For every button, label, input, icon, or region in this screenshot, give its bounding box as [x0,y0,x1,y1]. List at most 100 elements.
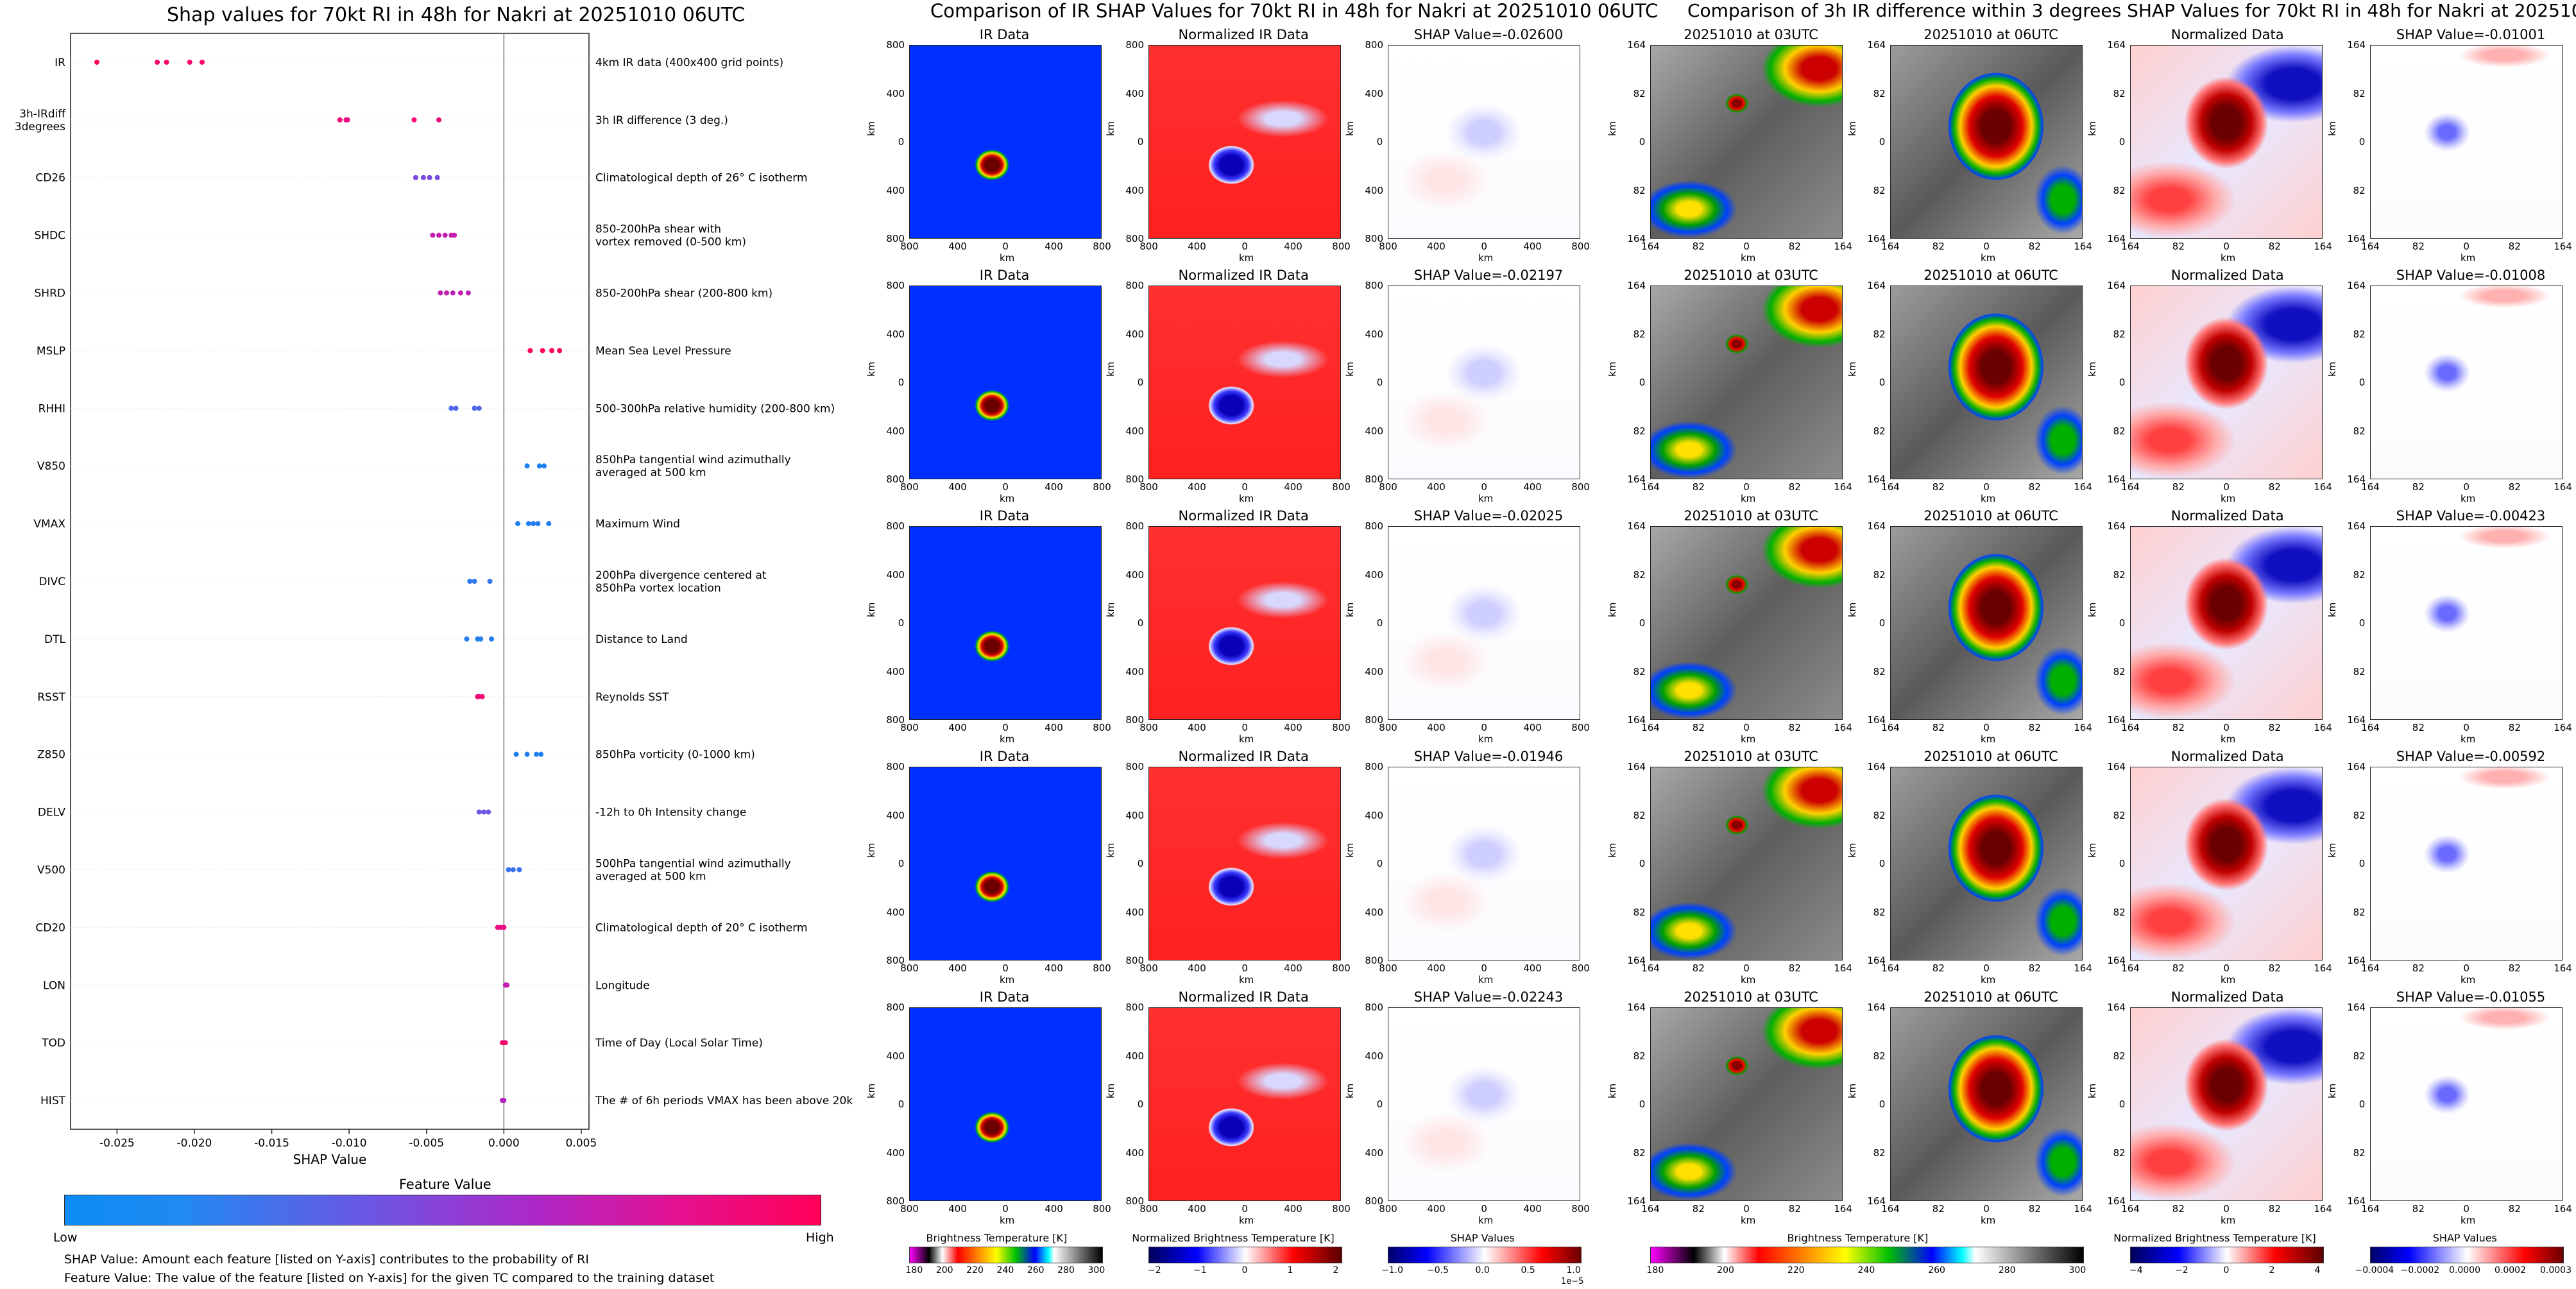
y-tick-label: 800 [1365,761,1384,773]
x-tick-label: 82 [2508,962,2521,974]
y-tick-label: 800 [886,714,905,726]
y-tick-label: 164 [1867,39,1886,51]
x-tick-label: 400 [1427,1203,1446,1215]
y-axis-label: km [2326,842,2338,858]
x-tick-label: 0 [2223,962,2230,974]
y-tick-label: 164 [2107,474,2126,485]
colorbar-gradient [1388,1247,1582,1263]
y-axis-label: km [1105,842,1116,858]
colorbar-tick-label: 0.0003 [2540,1265,2572,1276]
y-tick-label: 800 [886,39,905,51]
x-tick-label: 0 [1983,481,1990,493]
x-tick-label: 82 [1788,962,1801,974]
shap-point [94,59,100,65]
x-axis-label: km [1741,1215,1756,1226]
y-axis-label: km [1344,1083,1356,1098]
y-axis-label: km [2326,121,2338,136]
shap-chart-title: Shap values for 70kt RI in 48h for Nakri… [167,4,746,26]
y-tick-label: 164 [1627,520,1646,532]
feature-name-label: VMAX [33,518,65,531]
y-tick-label: 800 [886,474,905,485]
y-tick-label: 400 [886,665,905,678]
y-tick-label: 82 [1633,328,1646,340]
x-axis-label: km [2221,974,2236,986]
shap-point [467,579,473,584]
y-tick-label: 800 [1125,39,1145,51]
y-tick-label: 400 [1125,1050,1145,1062]
x-tick-label: 800 [1571,1203,1590,1215]
x-tick-label: 800 [1093,1203,1111,1215]
shap-point [472,579,477,584]
feature-name-label: V850 [37,460,65,473]
y-tick-label: 800 [1365,520,1384,532]
x-tick-label: 400 [1045,1203,1063,1215]
feature-name-label: 3h-IRdiff [19,108,66,121]
feature-description-label: Longitude [595,979,650,992]
y-tick-label: 0 [1879,1098,1886,1110]
y-tick-label: 164 [2347,280,2366,291]
x-tick-label: 800 [1379,481,1397,493]
x-tick-label: 164 [1881,481,1900,493]
x-tick-label: 164 [2074,962,2092,974]
shap-point [510,867,516,873]
x-tick-label: 164 [1834,481,1852,493]
x-tick-label: 800 [1139,1203,1158,1215]
x-tick-label: 82 [1692,481,1705,493]
x-tick-label: 82 [2268,722,2281,733]
y-tick-label: 400 [1365,1147,1384,1159]
shap-point [536,463,542,469]
shap-point [436,232,442,238]
x-tick-label: 164 [2361,241,2380,252]
x-tick-label: 82 [2412,241,2425,252]
y-tick-label: 164 [1627,474,1646,485]
y-axis-label: km [1105,1083,1116,1098]
y-tick-label: 400 [886,809,905,821]
colorbar-tick-label: 0 [1241,1265,1248,1276]
feature-description-label: 850-200hPa shear (200-800 km) [595,287,772,300]
image-panel-dshap [2370,286,2563,479]
x-tick-label: 400 [1284,481,1302,493]
y-tick-label: 82 [1873,568,1886,581]
x-tick-label: 82 [2508,1203,2521,1215]
y-tick-label: 82 [2113,184,2126,196]
feature-description-label: 3h IR difference (3 deg.) [595,114,728,127]
y-tick-label: 800 [1125,280,1145,291]
colorbar-tick-label: 0.0002 [2495,1265,2526,1276]
image-panel-ir [909,45,1102,239]
panel-title: 20251010 at 03UTC [1684,508,1818,524]
y-tick-label: 164 [1627,1002,1646,1013]
x-axis-label: km [1239,1215,1254,1226]
x-tick-label: 82 [1692,962,1705,974]
x-axis-label: km [1000,493,1015,504]
image-panel-ir [909,526,1102,720]
x-axis-label: km [1239,974,1254,986]
y-tick-label: 82 [1633,568,1646,581]
x-tick-label: 82 [2508,722,2521,733]
x-tick-label: 82 [2268,1203,2281,1215]
x-tick-label: 400 [1188,481,1206,493]
y-axis-label: km [1607,842,1618,858]
panel-title: 20251010 at 06UTC [1923,749,2058,764]
colorbar-tick-label: 0.5 [1521,1265,1535,1276]
x-tick-label: 0 [1743,1203,1750,1215]
panel-title: SHAP Value=-0.02197 [1413,268,1564,283]
y-axis-label: km [1847,842,1858,858]
x-tick-label: 164 [2121,722,2140,733]
x-tick-label: 0 [2463,481,2469,493]
y-tick-label: 164 [2347,714,2366,726]
y-tick-label: 164 [1867,714,1886,726]
y-tick-label: 164 [1867,474,1886,485]
shap-point [502,1040,508,1046]
colorbar-tick-label: 180 [1646,1265,1664,1276]
panel-title: Normalized IR Data [1178,749,1309,764]
shap-point [487,579,493,584]
x-tick-label: -0.010 [332,1137,367,1150]
feature-name-label: LON [43,979,65,992]
shap-point [436,117,442,123]
y-tick-label: 400 [886,87,905,99]
note-shap-value: SHAP Value: Amount each feature [listed … [64,1252,589,1267]
colorbar-tick-label: 1.0 [1566,1265,1581,1276]
x-tick-label: 164 [1834,1203,1852,1215]
x-tick-label: 400 [948,241,967,252]
image-panel-dshap [2370,45,2563,239]
